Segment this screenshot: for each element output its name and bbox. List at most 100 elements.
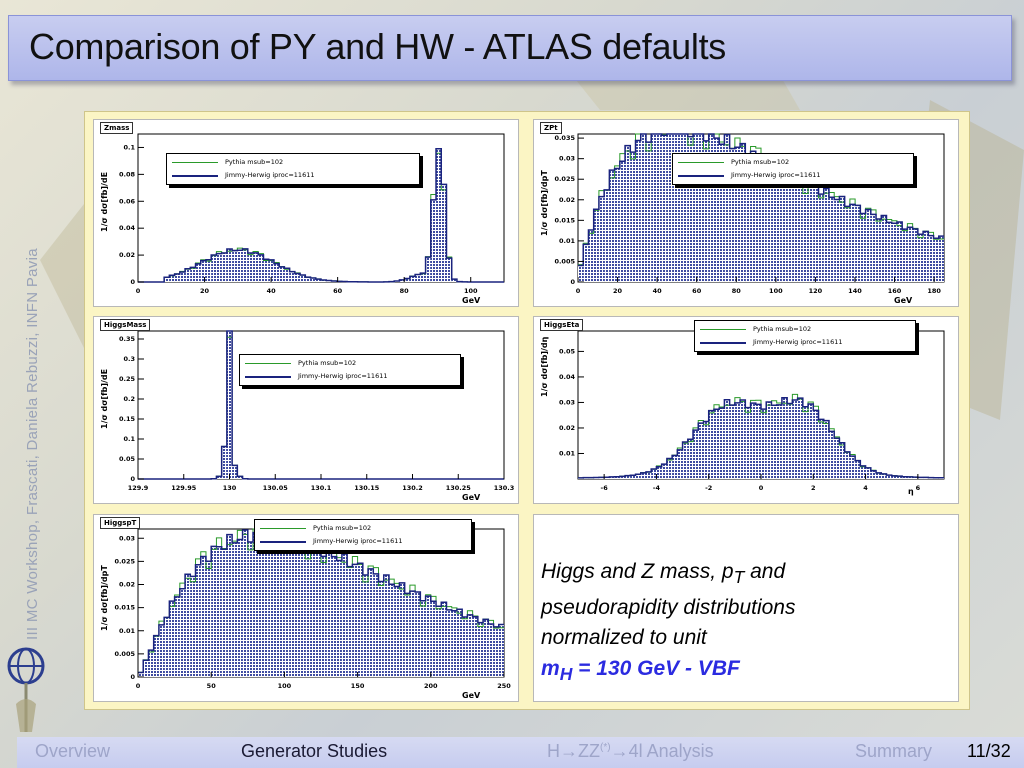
histogram-bin xyxy=(394,586,400,677)
footer-link-generator-studies[interactable]: Generator Studies xyxy=(241,741,388,761)
histogram-bin xyxy=(279,266,285,282)
footer-nav: Overview Generator Studies H→ZZ(*)→4l An… xyxy=(17,737,1024,768)
histogram-bin xyxy=(881,473,887,479)
legend-herwig-label: Jimmy-Herwig iproc=11611 xyxy=(753,338,843,346)
histogram-bin xyxy=(488,623,494,677)
histogram-bin xyxy=(907,476,913,479)
histogram-bin xyxy=(651,469,657,479)
higgseta-ylabel: 1/σ dσ[fb]/dη xyxy=(540,336,549,397)
histogram-bin xyxy=(823,420,829,479)
higgseta-xlabel: η xyxy=(908,487,914,496)
histogram-bin xyxy=(415,591,421,677)
histogram-bin xyxy=(242,248,248,282)
histogram-bin xyxy=(666,134,673,282)
histogram-bin xyxy=(451,279,457,282)
x-tick-label: 100 xyxy=(278,682,292,690)
caption-line1-b: and xyxy=(744,560,786,583)
histogram-bin xyxy=(493,626,499,677)
histogram-bin xyxy=(268,259,274,282)
histogram-bin xyxy=(625,475,631,479)
histogram-bin xyxy=(242,529,248,677)
histogram-bin xyxy=(430,601,437,677)
footer-link-analysis[interactable]: H→ZZ(*)→4l Analysis xyxy=(547,741,714,761)
histogram-bin xyxy=(200,260,206,282)
histogram-bin xyxy=(221,549,227,677)
histogram-bin xyxy=(436,606,442,677)
higgsmass-ylabel: 1/σ dσ[fb]/dE xyxy=(100,368,109,429)
y-tick-label: 0.025 xyxy=(114,557,135,565)
higgseta-chart-svg: -6 -4 -2 0 2 4 6 0.01 0.02 0.03 0.04 0.05 xyxy=(559,330,945,492)
y-tick-label: 0.35 xyxy=(119,335,136,343)
histogram-bin xyxy=(216,253,222,282)
histogram-bin xyxy=(604,477,610,479)
zpt-ylabel: 1/σ dσ[fb]/dpT xyxy=(540,170,549,236)
histogram-bin xyxy=(755,155,761,282)
x-tick-label: 130 xyxy=(223,484,237,492)
y-tick-label: 0.08 xyxy=(119,170,136,178)
histogram-bin xyxy=(232,465,238,479)
side-credit-text: III MC Workshop, Frascati, Daniela Rebuz… xyxy=(24,248,41,640)
histogram-bin xyxy=(451,610,457,677)
histogram-bin xyxy=(446,609,452,677)
histogram-bin xyxy=(347,566,353,677)
histogram-bin xyxy=(253,252,259,282)
histogram-bin xyxy=(792,176,798,282)
histogram-bin xyxy=(336,560,342,677)
histogram-bin xyxy=(226,331,233,479)
histogram-bin xyxy=(661,135,667,282)
y-tick-label: 0.015 xyxy=(114,604,135,612)
histogram-bin xyxy=(828,431,835,479)
y-tick-label: 0.3 xyxy=(123,355,135,363)
zmass-chart-svg: 0 20 40 60 80 100 0 0.02 0.04 0.06 0.08 0.1 xyxy=(119,133,505,295)
y-tick-label: 0 xyxy=(130,475,135,483)
histogram-bin xyxy=(661,464,667,479)
histogram-bin xyxy=(409,276,416,282)
y-tick-label: 0.005 xyxy=(554,257,575,265)
histogram-bin xyxy=(185,268,191,282)
histogram-bin xyxy=(237,250,243,282)
histogram-bin xyxy=(891,475,897,479)
footer-link-summary[interactable]: Summary xyxy=(855,741,933,761)
footer-link-overview[interactable]: Overview xyxy=(35,741,111,761)
histogram-bin xyxy=(619,476,626,479)
histogram-bin xyxy=(588,229,594,282)
histogram-bin xyxy=(619,161,626,282)
histogram-bin xyxy=(388,584,395,677)
histogram-bin xyxy=(870,214,877,282)
histogram-bin xyxy=(326,280,332,282)
histogram-bin xyxy=(855,460,861,479)
higgspt-chart-svg: 0 50 100 150 200 250 0 0.005 0.01 0.015 0.02 0.025 0… xyxy=(114,528,511,690)
histogram-bin xyxy=(781,165,788,282)
histogram-bin xyxy=(896,476,903,479)
histogram-bin xyxy=(300,537,306,677)
legend-herwig-label: Jimmy-Herwig iproc=11611 xyxy=(298,372,388,380)
histogram-bin xyxy=(247,252,254,282)
histogram-bin xyxy=(672,455,678,479)
histogram-bin xyxy=(917,234,924,282)
histogram-bin xyxy=(645,142,652,282)
histogram-bin xyxy=(237,476,243,479)
zpt-xlabel: GeV xyxy=(894,296,913,305)
x-tick-label: 6 xyxy=(916,484,921,492)
histogram-bin xyxy=(315,546,321,677)
histogram-bin xyxy=(740,143,746,282)
y-tick-label: 0 xyxy=(130,278,135,286)
higgseta-plot-name: HiggsEta xyxy=(540,319,584,331)
histogram-bin xyxy=(226,534,233,677)
caption-line4-a: m xyxy=(541,656,560,680)
histogram-bin xyxy=(844,451,850,479)
x-tick-label: 2 xyxy=(811,484,816,492)
y-tick-label: 0.1 xyxy=(123,435,135,443)
histogram-bin xyxy=(321,280,327,282)
caption-line1-sub: T xyxy=(733,567,745,588)
histogram-bin xyxy=(802,406,809,479)
x-tick-label: 130.3 xyxy=(494,484,515,492)
histogram-bin xyxy=(813,410,819,479)
x-tick-label: 20 xyxy=(200,287,210,295)
histogram-bin xyxy=(860,465,866,479)
histogram-bin xyxy=(378,581,384,677)
legend-pythia-label: Pythia msub=102 xyxy=(753,325,812,333)
page-number: 11/32 xyxy=(967,741,1011,761)
legend-pythia-label: Pythia msub=102 xyxy=(313,524,372,532)
histogram-bin xyxy=(279,541,285,677)
